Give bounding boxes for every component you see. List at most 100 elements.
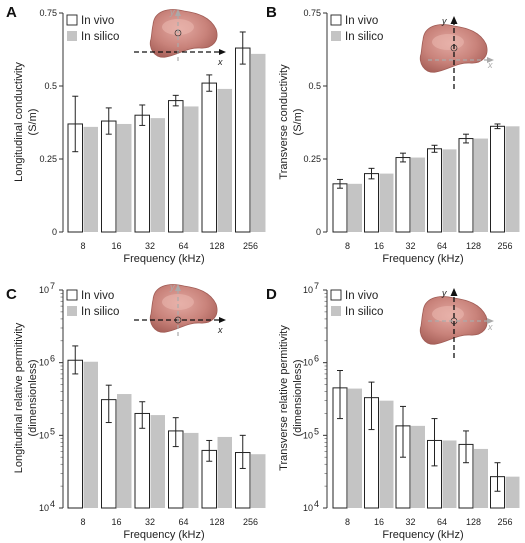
- x-axis-label: Frequency (kHz): [123, 253, 204, 265]
- tissue-inset: x y: [134, 282, 226, 336]
- tissue-highlight: [162, 294, 194, 310]
- bars: [332, 370, 520, 509]
- x-axis-label: Frequency (kHz): [382, 253, 463, 265]
- y-tick-label: 0.75: [303, 8, 321, 18]
- x-tick-label: 32: [145, 241, 155, 251]
- bar-in-silico: [83, 126, 98, 232]
- x-tick-label: 256: [243, 241, 258, 251]
- y-tick-label: 0.25: [39, 154, 57, 164]
- inset-y-arrowhead: [175, 9, 181, 16]
- legend-swatch-in-vivo: [330, 289, 342, 301]
- y-tick-label: 0.25: [303, 154, 321, 164]
- panel-letter-a: A: [6, 4, 17, 21]
- y-tick-exponent: 7: [314, 281, 319, 291]
- y-axis-label-line-1: Transverse conductivity: [278, 64, 290, 180]
- legend-label-in-vivo: In vivo: [345, 290, 378, 302]
- x-axis-ticks: 8 16 32 64 128 256: [80, 241, 258, 251]
- bar-in-vivo: [490, 125, 505, 233]
- inset-y-axis-label: y: [169, 282, 175, 292]
- y-axis-ticks: 0 0.25 0.5 0.75: [39, 8, 63, 237]
- y-tick-label: 10: [39, 503, 49, 513]
- y-axis-label-line-2: (dimensionless): [292, 359, 304, 436]
- bar-in-silico: [379, 173, 394, 232]
- x-tick-label: 64: [178, 241, 188, 251]
- y-tick-label: 0.5: [308, 81, 321, 91]
- y-axis-label: Longitudinal conductivity (S/m): [13, 62, 39, 182]
- bars: [67, 345, 266, 509]
- legend-swatch-in-vivo: [66, 289, 78, 301]
- bar-in-vivo: [235, 47, 251, 233]
- y-tick-exponent: 7: [50, 281, 55, 291]
- inset-x-axis-label: x: [217, 325, 223, 335]
- panel-a: A Longitudinal conductivity (S/m) 0 0.25 0…: [6, 4, 266, 265]
- panel-letter-c: C: [6, 286, 17, 303]
- tissue-inset: x y: [134, 7, 226, 67]
- y-tick-exponent: 6: [50, 354, 55, 364]
- x-tick-label: 8: [345, 241, 350, 251]
- x-tick-label: 256: [497, 241, 512, 251]
- bar-in-vivo: [364, 173, 379, 233]
- tissue-highlight: [432, 306, 464, 322]
- y-tick-exponent: 5: [314, 426, 319, 436]
- bar-in-silico: [411, 157, 425, 232]
- y-axis-label-line-1: Transverse relative permitivity: [278, 325, 290, 471]
- bar-in-silico: [348, 388, 362, 508]
- inset-x-axis-label: x: [217, 57, 223, 67]
- panel-c: C Longitudinal relative permitivity (dim…: [6, 281, 266, 541]
- bar-in-vivo: [427, 148, 442, 233]
- x-axis-ticks: 8 16 32 64 128 256: [80, 517, 258, 527]
- legend-swatch-in-silico: [67, 306, 77, 316]
- inset-y-arrowhead: [175, 284, 181, 291]
- legend-swatch-in-silico: [331, 306, 341, 316]
- bars: [67, 31, 266, 233]
- legend: In vivo In silico: [330, 289, 383, 318]
- y-axis-label: Transverse conductivity (S/m): [278, 64, 304, 180]
- x-tick-label: 256: [497, 517, 512, 527]
- y-tick-exponent: 4: [50, 499, 55, 509]
- y-axis-label: Transverse relative permitivity (dimensi…: [278, 325, 304, 471]
- y-tick-label: 0.75: [39, 8, 57, 18]
- bar-in-silico: [474, 448, 488, 508]
- bar-in-silico: [505, 476, 520, 508]
- legend-label-in-vivo: In vivo: [81, 290, 114, 302]
- legend-label-in-vivo: In vivo: [81, 15, 114, 27]
- legend-swatch-in-vivo: [66, 14, 78, 26]
- bar-in-vivo: [134, 114, 150, 233]
- legend-swatch-in-vivo: [330, 14, 342, 26]
- bar-in-silico: [217, 88, 232, 232]
- y-axis-label-line-2: (S/m): [292, 109, 304, 136]
- y-tick-label: 10: [303, 358, 313, 368]
- y-tick-label: 10: [39, 285, 49, 295]
- legend-label-in-silico: In silico: [81, 306, 119, 318]
- y-axis-label-line-1: Longitudinal relative permitivity: [13, 322, 25, 473]
- y-axis-label: Longitudinal relative permitivity (dimen…: [13, 322, 39, 473]
- y-tick-label: 10: [39, 358, 49, 368]
- panel-letter-d: D: [266, 286, 277, 303]
- legend-label-in-silico: In silico: [81, 31, 119, 43]
- x-axis-label: Frequency (kHz): [123, 529, 204, 541]
- inset-x-arrowhead: [219, 49, 226, 55]
- x-tick-label: 128: [466, 517, 481, 527]
- x-tick-label: 64: [178, 517, 188, 527]
- bar-in-vivo: [201, 82, 217, 233]
- inset-x-arrowhead: [219, 317, 226, 323]
- bar-in-silico: [442, 440, 457, 508]
- legend: In vivo In silico: [330, 14, 383, 43]
- y-tick-label: 10: [303, 503, 313, 513]
- x-tick-label: 8: [345, 517, 350, 527]
- y-tick-exponent: 4: [314, 499, 319, 509]
- x-tick-label: 8: [80, 241, 85, 251]
- panel-b: B Transverse conductivity (S/m) 0 0.25 0.5…: [266, 4, 520, 265]
- bar-in-silico: [411, 425, 425, 508]
- bar-in-silico: [117, 123, 132, 232]
- bar-in-silico: [251, 53, 266, 232]
- bar-in-silico: [150, 415, 165, 508]
- y-tick-label: 10: [303, 285, 313, 295]
- bar-in-silico: [474, 138, 488, 232]
- x-tick-label: 32: [145, 517, 155, 527]
- y-axis-label-line-2: (dimensionless): [27, 359, 39, 436]
- inset-x-arrowhead: [487, 318, 494, 324]
- x-tick-label: 16: [374, 517, 384, 527]
- y-tick-label: 0: [52, 227, 57, 237]
